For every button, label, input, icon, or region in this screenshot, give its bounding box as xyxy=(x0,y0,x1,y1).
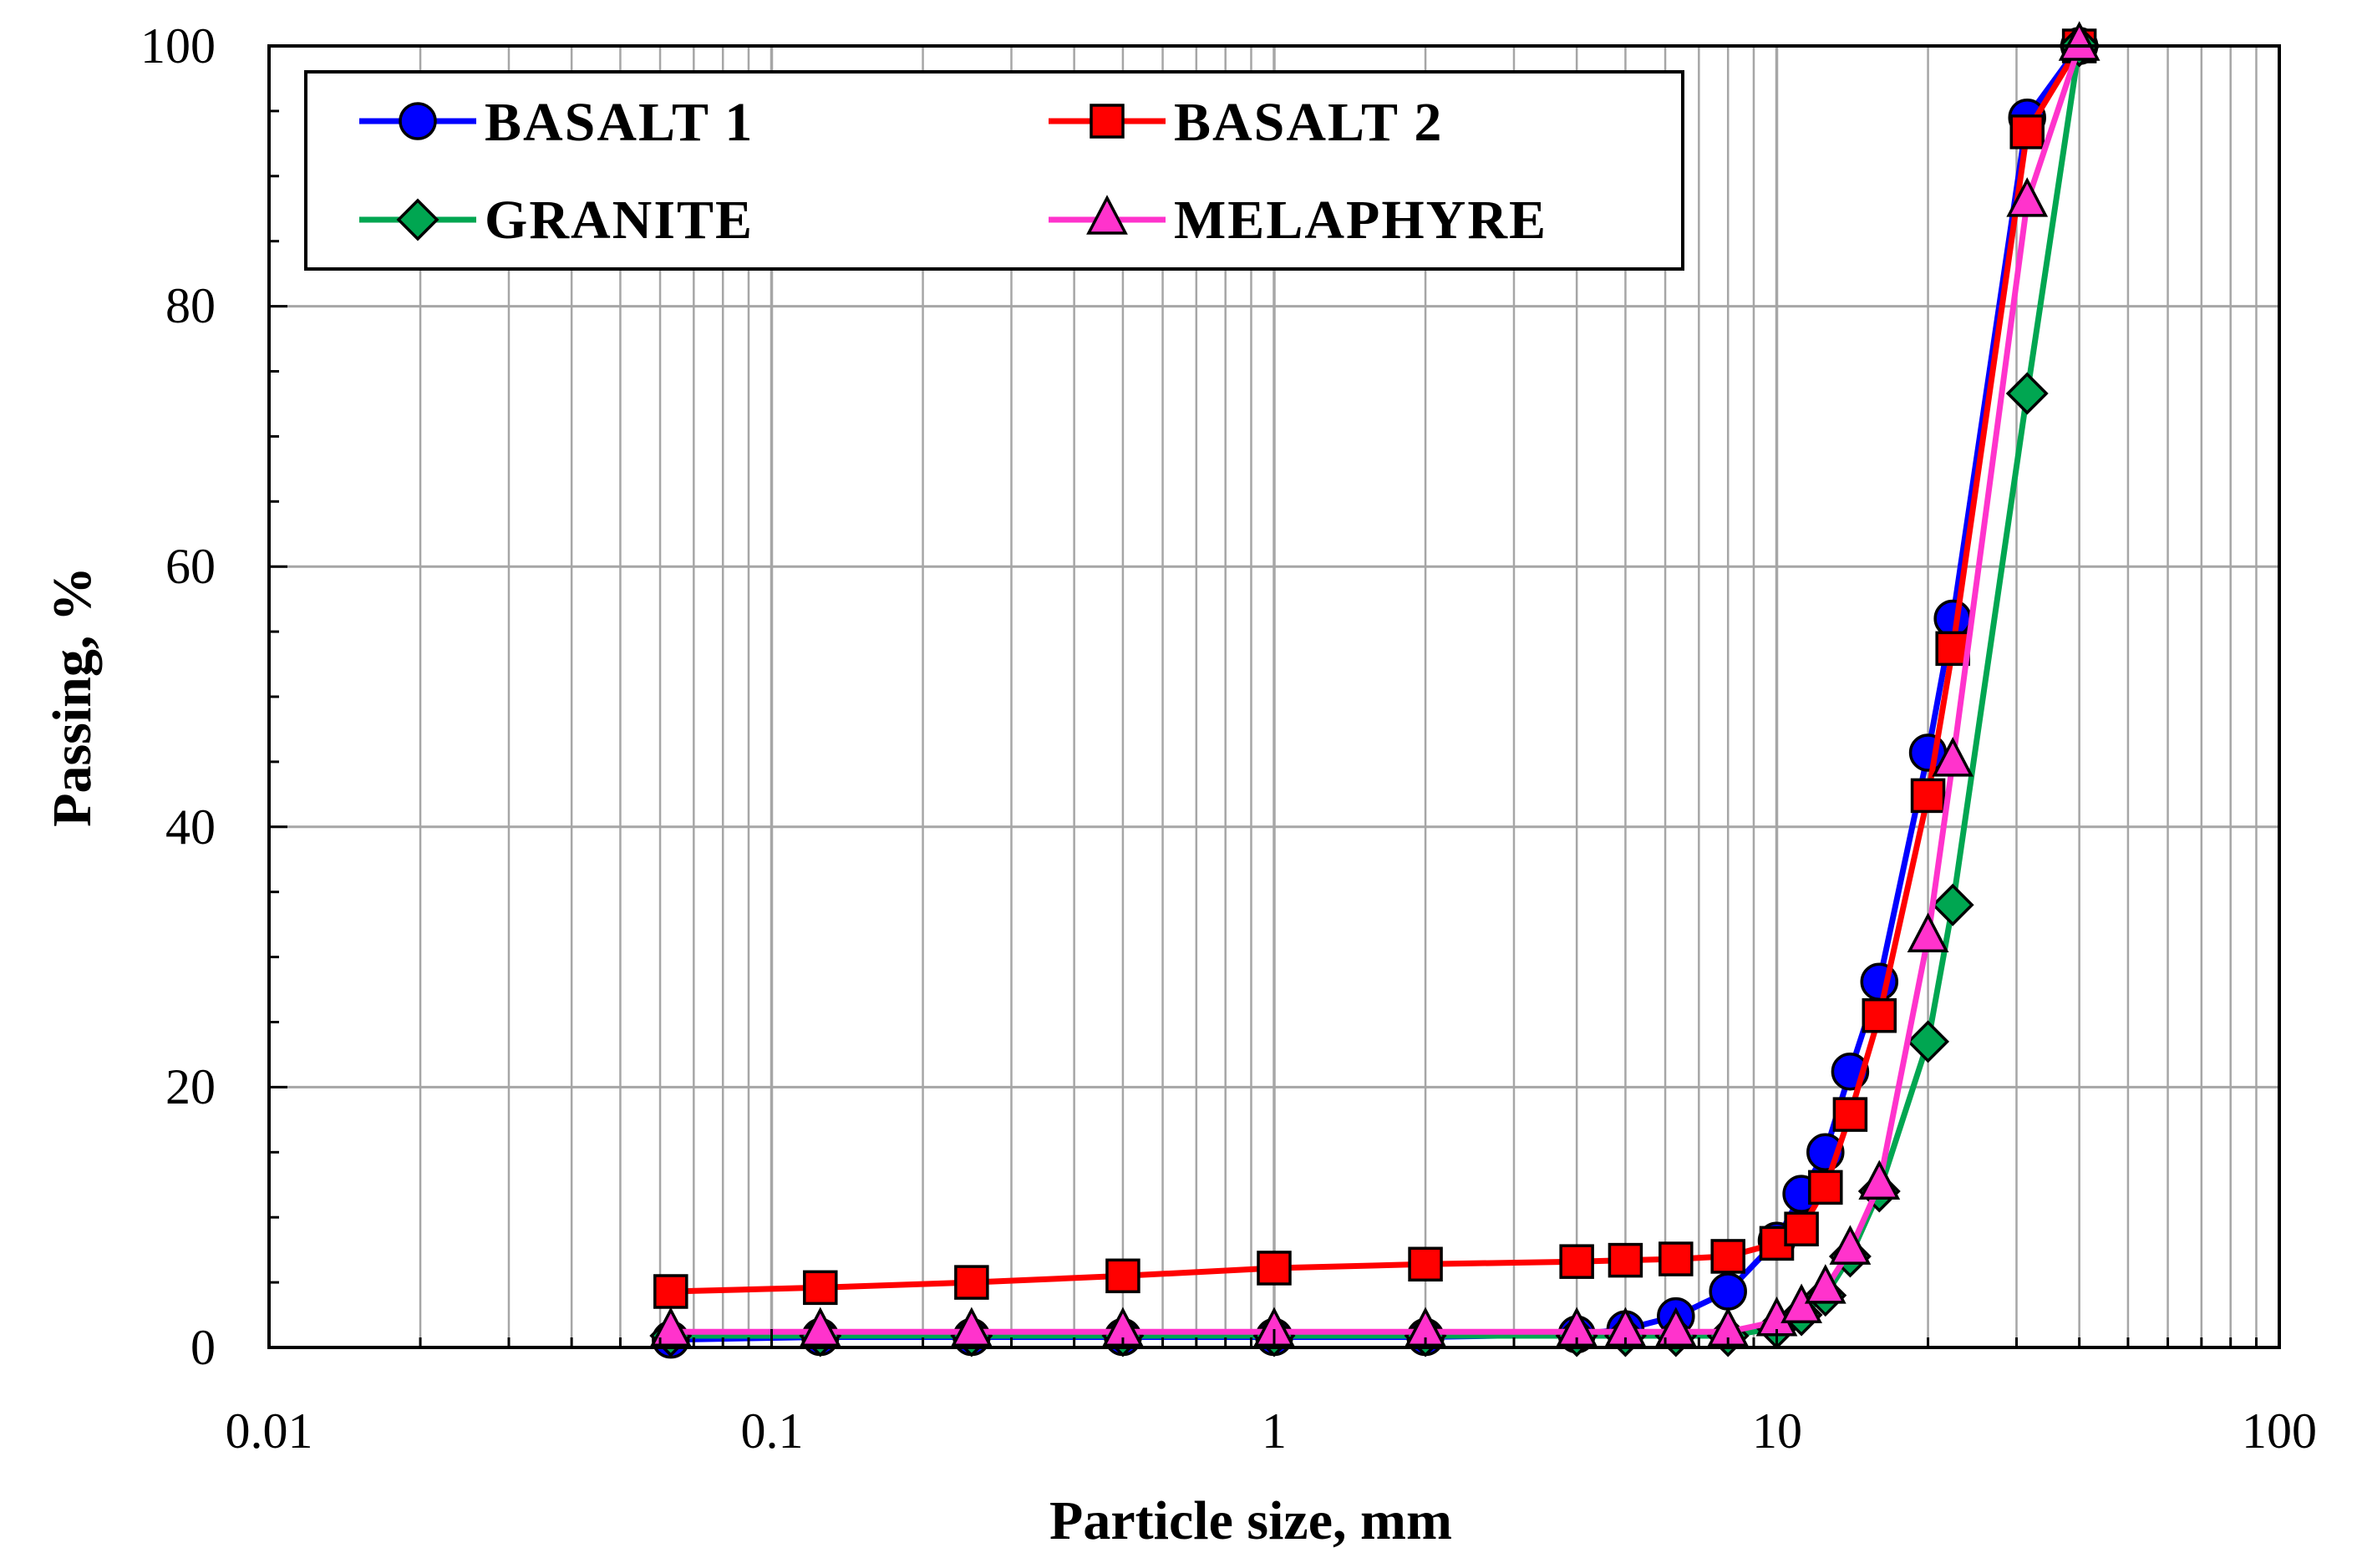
data-point-melaphyre xyxy=(1804,1264,1846,1304)
data-point-melaphyre xyxy=(799,1307,841,1347)
data-point-basalt-2 xyxy=(803,1270,838,1306)
data-point-basalt-2 xyxy=(1408,1246,1443,1282)
series-area xyxy=(649,21,2101,1359)
legend-label-granite: GRANITE xyxy=(485,190,754,251)
data-point-granite xyxy=(2005,372,2049,415)
y-tick-label: 20 xyxy=(165,1059,216,1114)
data-point-melaphyre xyxy=(950,1307,993,1347)
y-tick-label: 40 xyxy=(165,799,216,855)
data-point-melaphyre xyxy=(1654,1307,1697,1347)
y-tick-label: 80 xyxy=(165,278,216,333)
data-point-melaphyre xyxy=(649,1307,692,1347)
legend-marker-basalt-2 xyxy=(1090,104,1125,139)
y-axis-tick-labels: 0 20 40 60 80 100 xyxy=(140,18,216,1375)
data-point-basalt-2 xyxy=(954,1265,989,1300)
y-axis-title: Passing, % xyxy=(42,566,103,827)
x-tick-label: 0.1 xyxy=(741,1403,804,1459)
x-tick-label: 1 xyxy=(1262,1403,1287,1459)
x-axis-title: Particle size, mm xyxy=(1049,1490,1452,1551)
data-point-melaphyre xyxy=(1829,1225,1872,1265)
legend: BASALT 1 BASALT 2 GRANITE MELAPHYRE xyxy=(304,70,1684,271)
data-point-basalt-2 xyxy=(653,1274,688,1309)
legend-marker-granite xyxy=(396,198,439,241)
data-point-basalt-2 xyxy=(1559,1244,1594,1279)
data-point-melaphyre xyxy=(2058,21,2100,61)
data-point-granite xyxy=(1907,1020,1950,1063)
axis-ticks xyxy=(267,44,2258,1349)
data-point-basalt-2 xyxy=(1935,631,1970,667)
data-point-basalt-1 xyxy=(1709,1272,1747,1311)
data-point-basalt-2 xyxy=(1659,1241,1694,1276)
data-point-basalt-2 xyxy=(1910,778,1946,814)
y-tick-label: 100 xyxy=(140,18,216,74)
legend-box xyxy=(304,70,1684,271)
legend-label-melaphyre: MELAPHYRE xyxy=(1174,190,1547,251)
legend-markers xyxy=(359,102,1166,241)
data-point-basalt-2 xyxy=(1832,1097,1868,1132)
y-tick-label: 60 xyxy=(165,539,216,594)
data-point-melaphyre xyxy=(1858,1160,1901,1200)
data-point-basalt-2 xyxy=(1710,1239,1745,1274)
x-tick-label: 100 xyxy=(2242,1403,2317,1459)
legend-label-basalt-2: BASALT 2 xyxy=(1174,92,1443,153)
data-point-melaphyre xyxy=(2006,177,2049,217)
data-point-basalt-2 xyxy=(1105,1258,1140,1294)
data-point-melaphyre xyxy=(1907,912,1949,952)
data-point-basalt-2 xyxy=(1808,1170,1843,1205)
legend-marker-melaphyre xyxy=(1086,195,1128,235)
series-basalt-2 xyxy=(653,28,2097,1309)
data-point-granite xyxy=(1931,883,1974,926)
legend-marker-basalt-1 xyxy=(399,102,437,140)
data-point-melaphyre xyxy=(1932,737,1974,777)
series-melaphyre xyxy=(649,21,2100,1347)
data-point-melaphyre xyxy=(1780,1283,1822,1323)
x-axis-tick-labels: 0.01 0.1 1 10 100 xyxy=(226,1403,2318,1459)
data-point-basalt-2 xyxy=(1784,1211,1819,1246)
y-tick-label: 0 xyxy=(190,1320,216,1375)
legend-label-basalt-1: BASALT 1 xyxy=(485,92,754,153)
data-point-basalt-2 xyxy=(1862,997,1897,1033)
data-point-basalt-2 xyxy=(1608,1242,1643,1278)
x-tick-label: 10 xyxy=(1752,1403,1802,1459)
data-point-basalt-2 xyxy=(1257,1251,1292,1286)
x-tick-label: 0.01 xyxy=(226,1403,313,1459)
data-point-basalt-2 xyxy=(2009,114,2045,150)
